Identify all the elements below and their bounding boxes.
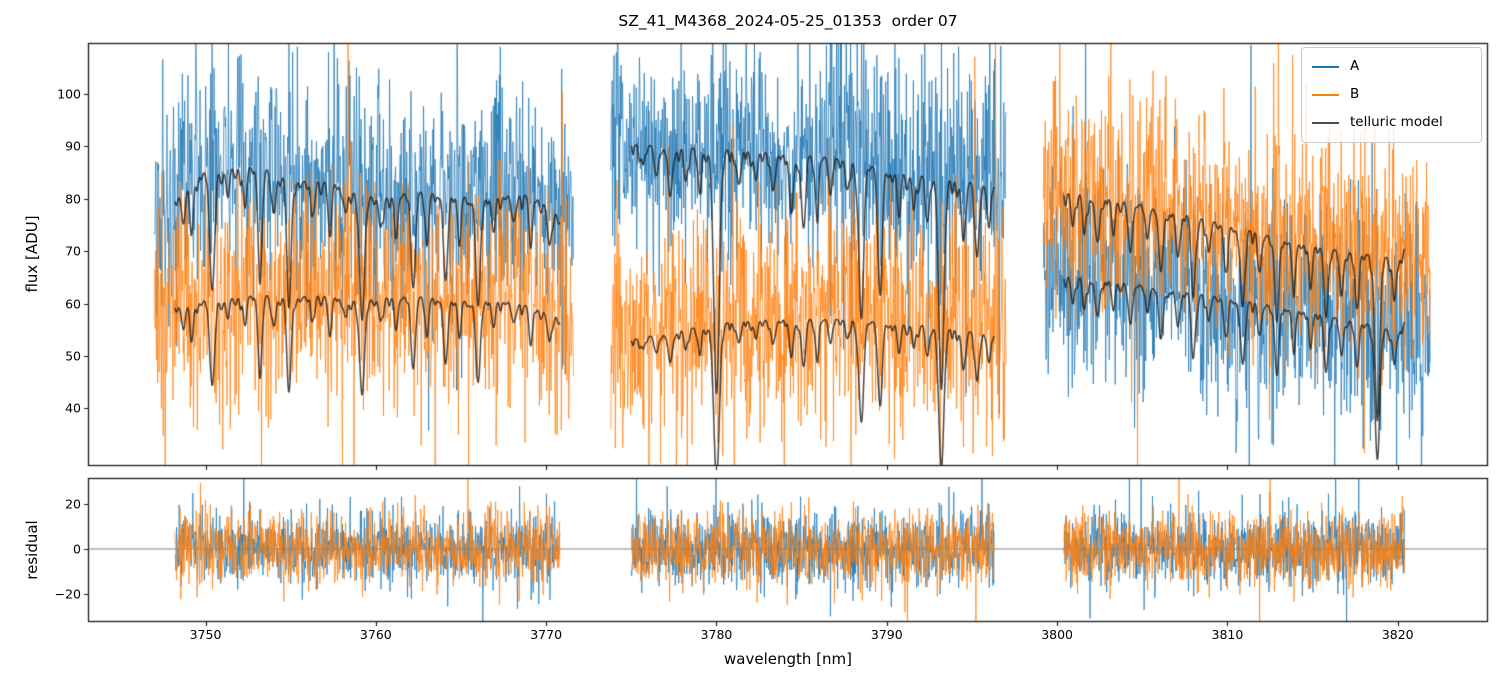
x-tick-label: 3760 (359, 627, 392, 642)
residual-y-tick-label: 0 (73, 541, 81, 557)
residual-y-tick-label: 20 (65, 496, 81, 512)
x-tick-label: 3780 (700, 627, 733, 642)
figure-title: SZ_41_M4368_2024-05-25_01353 order 07 (618, 12, 958, 30)
flux-y-tick-label: 80 (65, 191, 81, 207)
x-tick-label: 3810 (1211, 627, 1244, 642)
legend-item-b: B (1312, 82, 1471, 108)
x-axis-label: wavelength [nm] (724, 650, 852, 668)
flux-y-tick-label: 40 (65, 400, 81, 416)
residual-y-tick-label: −20 (54, 586, 81, 601)
legend-label-telluric: telluric model (1350, 114, 1443, 131)
flux-y-tick-label: 60 (65, 296, 81, 311)
flux-y-tick-label: 70 (65, 243, 81, 259)
legend-label-a: A (1350, 58, 1360, 75)
x-tick-label: 3770 (530, 627, 563, 642)
legend-label-b: B (1350, 86, 1360, 103)
x-tick-label: 3820 (1381, 627, 1414, 642)
flux-y-tick-label: 50 (65, 348, 81, 364)
x-tick-label: 3750 (189, 627, 222, 642)
x-tick-label: 3800 (1041, 627, 1073, 642)
flux-y-tick-label: 90 (65, 138, 81, 154)
x-tick-label: 3790 (870, 627, 903, 642)
legend-item-a: A (1312, 54, 1471, 80)
legend: A B telluric model (1301, 47, 1482, 143)
series-a-line-icon (1312, 66, 1339, 68)
flux-y-tick-label: 100 (57, 86, 81, 102)
telluric-model-line-icon (1312, 122, 1339, 124)
series-b-line-icon (1312, 94, 1339, 96)
legend-item-telluric: telluric model (1312, 110, 1471, 136)
